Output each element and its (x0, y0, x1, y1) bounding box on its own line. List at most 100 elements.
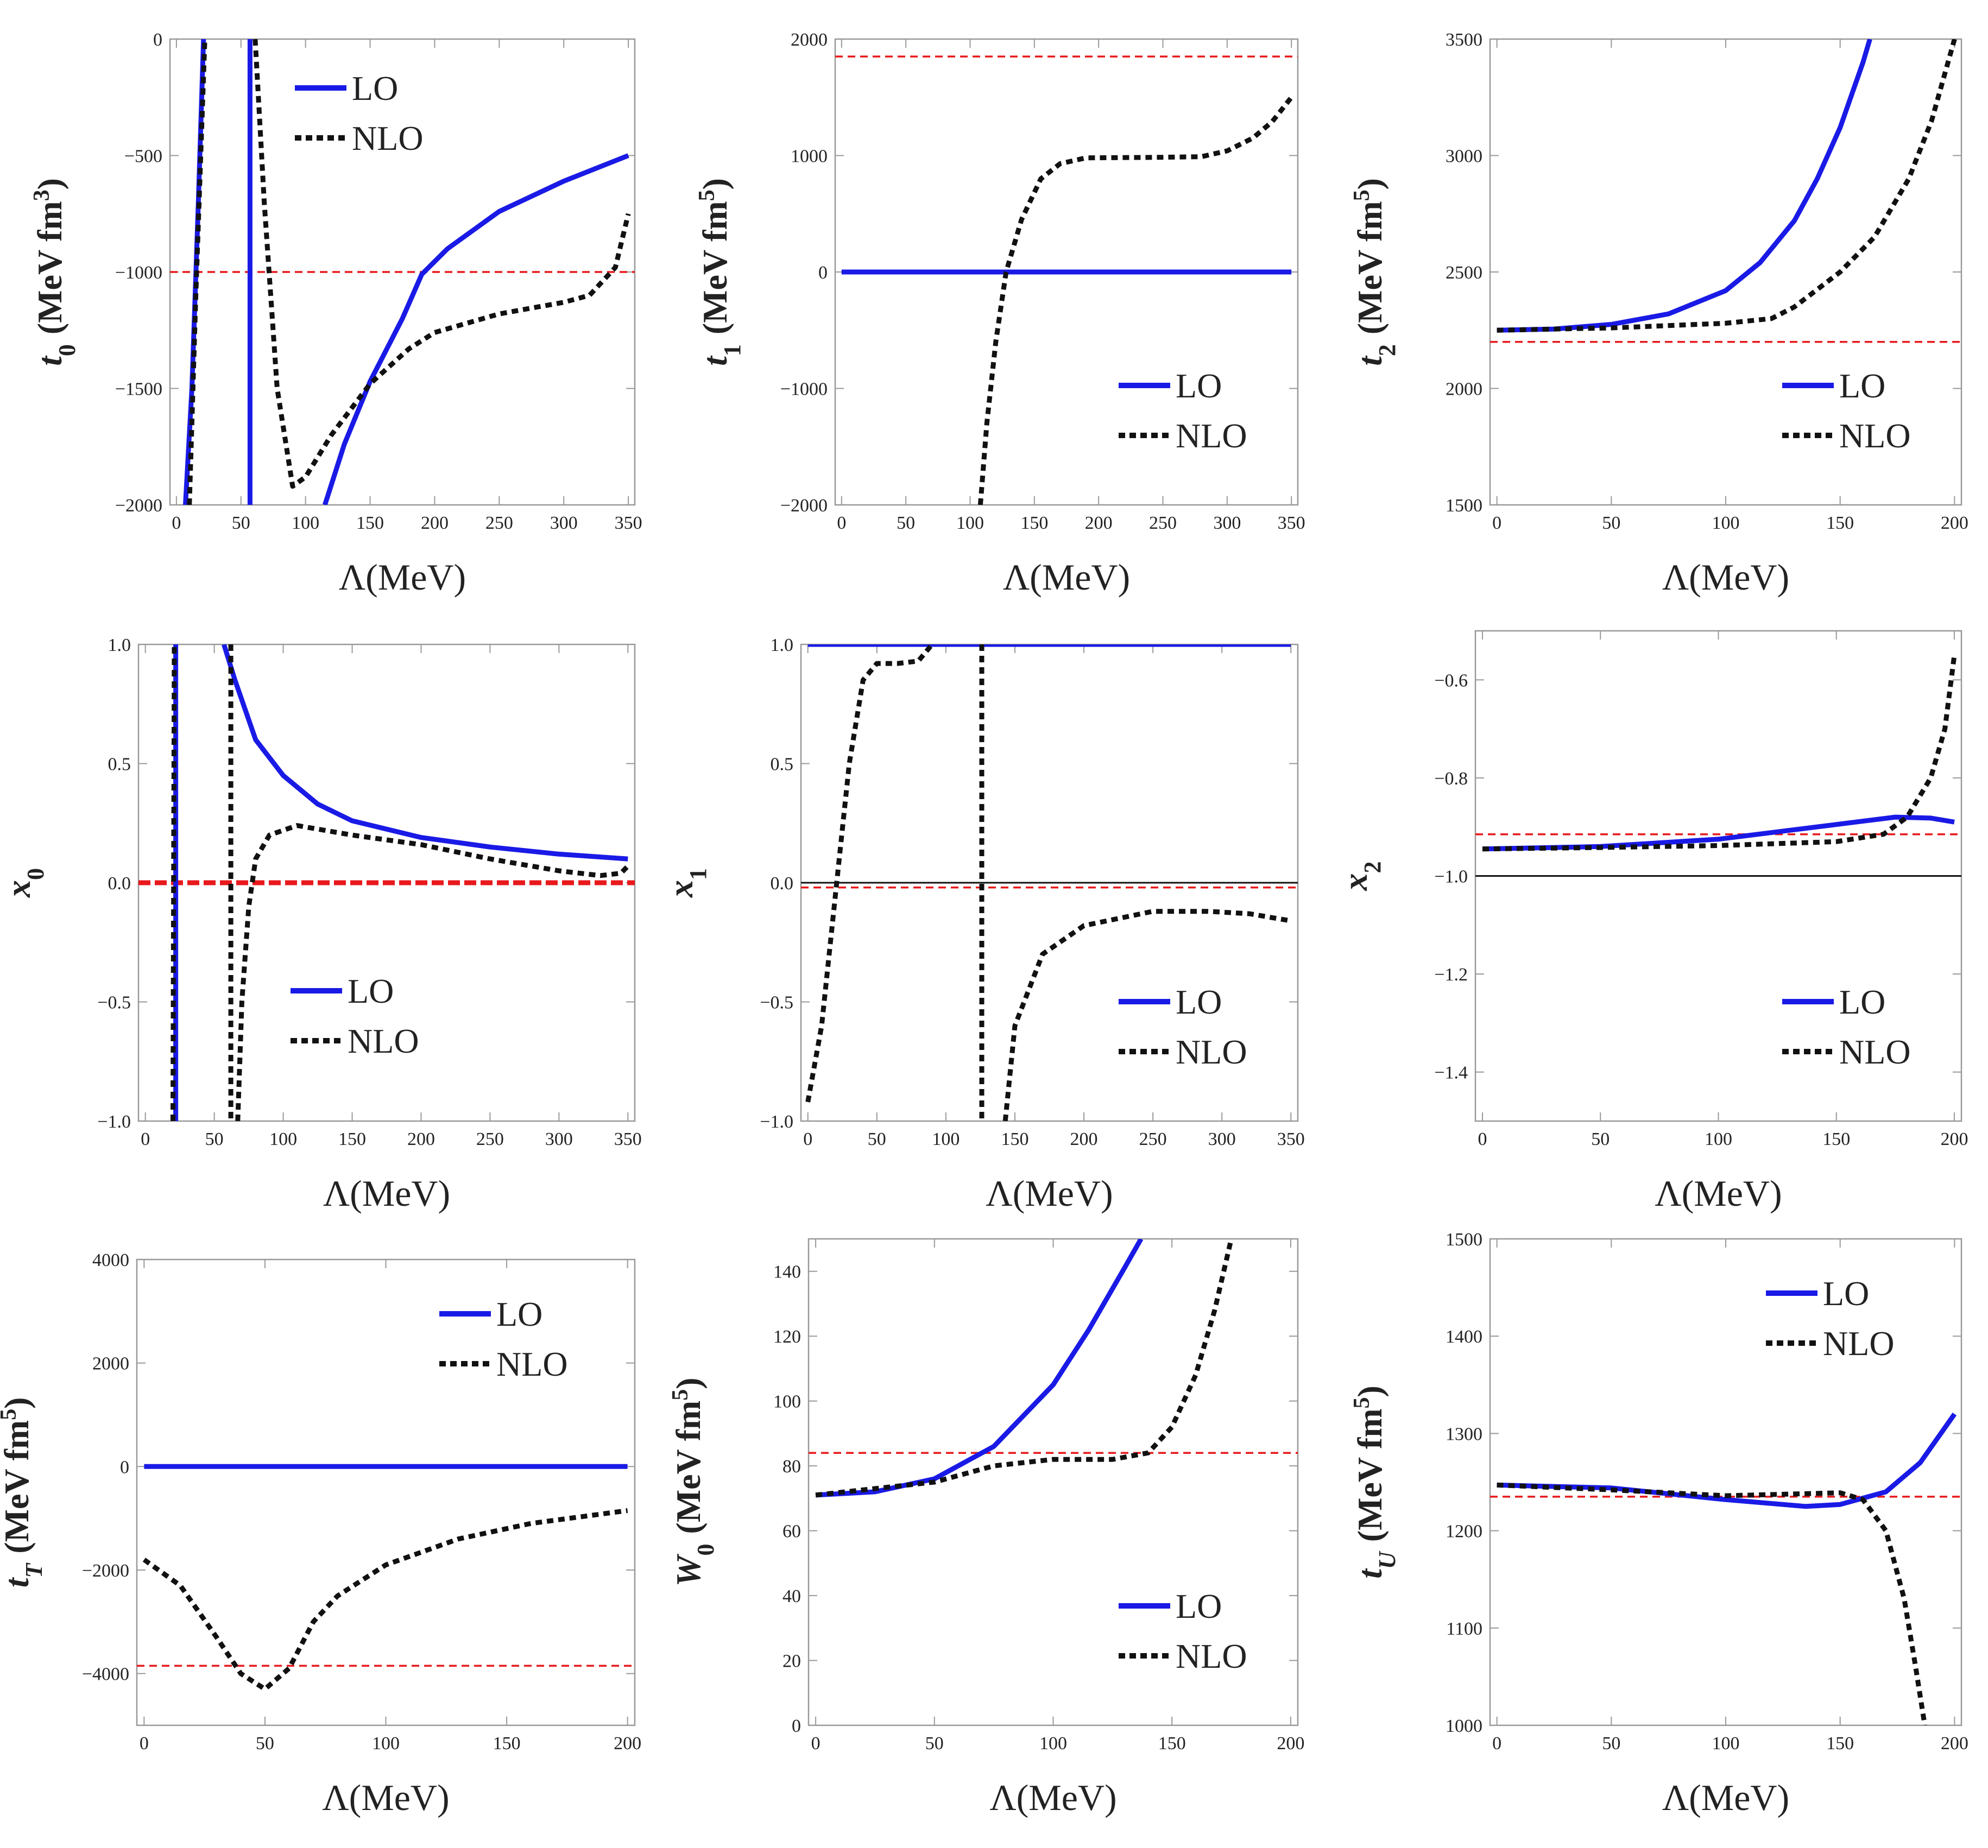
y-tick-label: −2000 (780, 496, 828, 516)
x-tick-label: 0 (1492, 1733, 1501, 1754)
x-tick-label: 350 (615, 513, 642, 533)
y-axis-title: t1 (MeV fm5) (695, 178, 746, 366)
y-axis-title: x1 (661, 868, 711, 898)
y-title-subscript: U (1374, 1550, 1400, 1569)
series-nlo-line (805, 644, 934, 1103)
panel-t0: 0 50 100 150 200 250 300 350−2000−1500−1000−500… (29, 30, 642, 598)
panel-x2: 0 50 100 150 200 −1.4 −1.2 −1.0 −0.8 −0.6 Λ(MeV) x2… (1336, 630, 1968, 1214)
y-title-power: 5 (695, 189, 720, 201)
plot-area (1490, 39, 1961, 343)
panel-t2: 0 50 100 150 200 1500 2000 2500 3000 3500 Λ(MeV) t2… (1349, 30, 1968, 598)
y-tick-label: 2000 (791, 30, 828, 50)
y-title-symbol: t (30, 355, 69, 366)
y-tick-label: 1000 (791, 147, 828, 167)
y-tick-label: 140 (773, 1262, 801, 1282)
y-title-power: 5 (1349, 1397, 1374, 1408)
x-axis-title: Λ(MeV) (1655, 1173, 1782, 1214)
x-axis-title: Λ(MeV) (1003, 556, 1130, 598)
x-tick-label: 200 (1941, 513, 1968, 533)
x-tick-label: 200 (1070, 1129, 1098, 1149)
x-axis-title: Λ(MeV) (1662, 1777, 1789, 1818)
panel-x1: 0 50 100 150 200 250 300 350 −1.0 −0.5 0.0 0.5 1.0 Λ(… (661, 635, 1305, 1214)
legend: LO NLO (1766, 1274, 1895, 1363)
y-axis-title: t2 (MeV fm5) (1349, 178, 1400, 366)
y-tick-label: −1500 (115, 379, 162, 400)
series-lo-line (323, 153, 629, 505)
y-tick-label: −1.2 (1434, 965, 1468, 985)
plot-area (801, 644, 1298, 1121)
plot-area (170, 39, 635, 505)
y-title-symbol: t (1350, 355, 1389, 366)
x-tick-label: 300 (545, 1129, 573, 1149)
x-tick-label: 150 (1822, 1129, 1850, 1149)
legend: LO NLO (291, 972, 419, 1060)
series-nlo-line (815, 1239, 1234, 1498)
y-title-symbol: x (661, 880, 700, 898)
series-nlo-line (253, 39, 631, 489)
x-tick-label: 200 (614, 1733, 641, 1754)
y-tick-label: 0.5 (771, 755, 794, 775)
plot-frame (136, 1258, 636, 1726)
y-axis-title: tU (MeV fm5) (1349, 1385, 1400, 1579)
y-tick-label: 1200 (1446, 1522, 1482, 1542)
y-tick-label: −4000 (82, 1665, 129, 1685)
x-tick-label: 150 (1001, 1129, 1028, 1149)
y-title-power: 5 (668, 1389, 693, 1401)
x-tick-label: 100 (956, 513, 984, 533)
y-title-subscript: 0 (22, 868, 49, 880)
y-tick-label: −2000 (115, 496, 162, 516)
y-tick-label: 60 (782, 1522, 801, 1542)
x-tick-label: 350 (1277, 1129, 1305, 1149)
y-tick-label: 1.0 (108, 635, 131, 655)
x-tick-label: 200 (1941, 1733, 1968, 1754)
y-title-subscript: 0 (692, 1544, 719, 1556)
legend-label-nlo: NLO (1839, 1033, 1911, 1071)
x-tick-label: 300 (1208, 1129, 1236, 1149)
legend: LO NLO (1119, 366, 1247, 455)
y-title-power: 5 (1349, 189, 1374, 201)
y-tick-label: 1300 (1446, 1424, 1482, 1444)
x-tick-label: 200 (1940, 1129, 1968, 1149)
y-axis-title: tT (MeV fm5) (0, 1397, 47, 1588)
legend-label-nlo: NLO (1176, 1637, 1247, 1675)
x-tick-label: 0 (1492, 513, 1501, 533)
series-nlo-line (1002, 909, 1292, 1121)
x-tick-label: 0 (811, 1733, 821, 1754)
legend: LO NLO (1119, 1587, 1247, 1675)
y-title-units: (MeV fm (0, 1420, 36, 1554)
series-nlo-line (142, 1508, 628, 1692)
legend: LO NLO (1119, 983, 1247, 1071)
y-tick-label: 0.0 (771, 874, 794, 894)
x-tick-label: 100 (269, 1129, 297, 1149)
x-tick-label: 50 (1602, 513, 1620, 533)
y-title-close: ) (1350, 178, 1389, 189)
y-tick-label: 3000 (1446, 147, 1482, 167)
x-tick-label: 150 (1826, 513, 1854, 533)
x-tick-label: 350 (614, 1129, 642, 1149)
x-tick-label: 250 (1139, 1129, 1167, 1149)
y-tick-label: −1000 (115, 263, 162, 283)
y-title-units: (MeV fm (1350, 1408, 1389, 1542)
y-title-symbol: x (0, 880, 37, 898)
legend-label-nlo: NLO (1823, 1324, 1895, 1363)
y-axis-title: x0 (0, 868, 49, 898)
y-tick-label: 1100 (1446, 1619, 1482, 1639)
y-tick-label: 2000 (92, 1354, 129, 1374)
y-axis-title: x2 (1336, 862, 1386, 891)
x-tick-label: 250 (1149, 513, 1177, 533)
y-tick-label: −2000 (82, 1561, 129, 1581)
x-axis-title: Λ(MeV) (989, 1777, 1116, 1818)
x-tick-label: 350 (1278, 513, 1305, 533)
y-title-subscript: 1 (685, 868, 711, 880)
x-tick-label: 200 (407, 1129, 435, 1149)
y-tick-label: 0 (792, 1716, 801, 1736)
y-title-close: ) (696, 178, 734, 189)
x-tick-label: 200 (421, 513, 449, 533)
legend: LO NLO (439, 1295, 568, 1383)
plot-area (1475, 655, 1961, 877)
x-tick-label: 100 (372, 1733, 400, 1754)
y-tick-label: −0.5 (760, 993, 793, 1013)
y-tick-label: 1500 (1446, 496, 1482, 516)
y-tick-label: 40 (782, 1586, 801, 1606)
x-axis-title: Λ(MeV) (323, 1173, 450, 1214)
